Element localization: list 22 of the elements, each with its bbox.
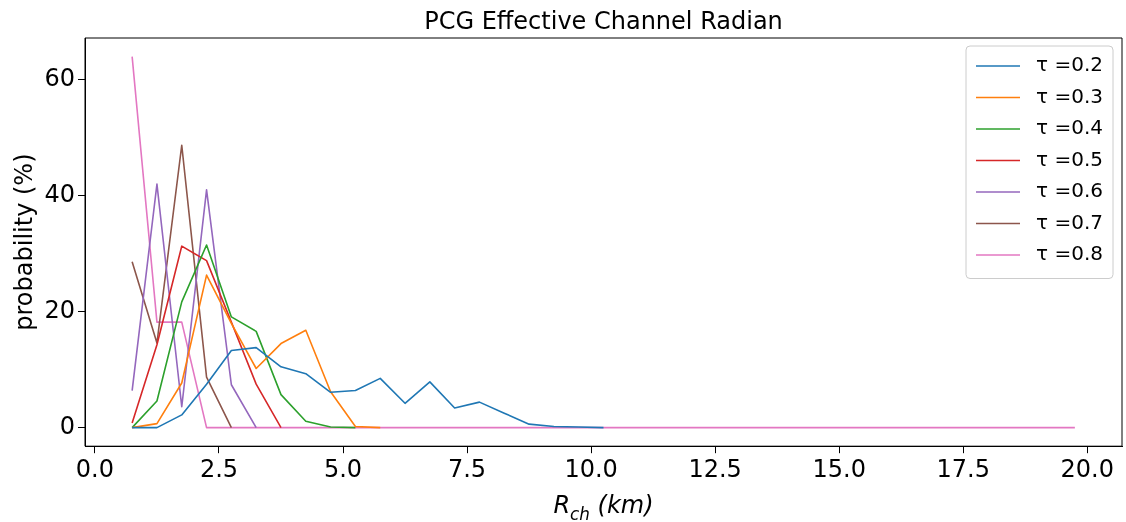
x-tick-label: 10.0: [564, 454, 618, 483]
y-tick-label: 60: [44, 63, 75, 92]
legend-label: τ =0.4: [1036, 115, 1103, 140]
x-tick-label: 7.5: [447, 454, 487, 483]
y-tick-label: 20: [44, 295, 75, 324]
x-tick-label: 12.5: [688, 454, 742, 483]
legend-label: τ =0.6: [1036, 178, 1103, 203]
legend-label: τ =0.7: [1036, 209, 1103, 234]
x-tick-label: 17.5: [936, 454, 990, 483]
x-tick-label: 15.0: [812, 454, 866, 483]
legend-label: τ =0.8: [1036, 241, 1103, 266]
x-tick-label: 5.0: [323, 454, 363, 483]
y-tick-label: 40: [44, 179, 75, 208]
legend-label: τ =0.3: [1036, 83, 1103, 108]
x-tick-label: 2.5: [199, 454, 239, 483]
chart-title: PCG Effective Channel Radian: [424, 7, 783, 35]
y-axis-title: probability (%): [10, 153, 38, 331]
legend-label: τ =0.2: [1036, 52, 1103, 77]
legend-label: τ =0.5: [1036, 146, 1103, 171]
x-tick-label: 20.0: [1060, 454, 1114, 483]
y-tick-label: 0: [59, 411, 75, 440]
x-tick-label: 0.0: [75, 454, 115, 483]
